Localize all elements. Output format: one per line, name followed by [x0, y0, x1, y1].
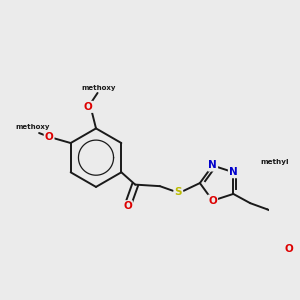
Text: N: N	[208, 160, 217, 170]
Text: O: O	[84, 102, 93, 112]
Text: methoxy: methoxy	[82, 85, 116, 91]
Text: O: O	[45, 132, 53, 142]
Text: methyl: methyl	[260, 159, 289, 165]
Text: O: O	[284, 244, 293, 254]
Text: N: N	[229, 167, 238, 177]
Text: O: O	[208, 196, 217, 206]
Text: O: O	[123, 201, 132, 211]
Text: methoxy: methoxy	[16, 124, 50, 130]
Text: S: S	[175, 187, 182, 197]
